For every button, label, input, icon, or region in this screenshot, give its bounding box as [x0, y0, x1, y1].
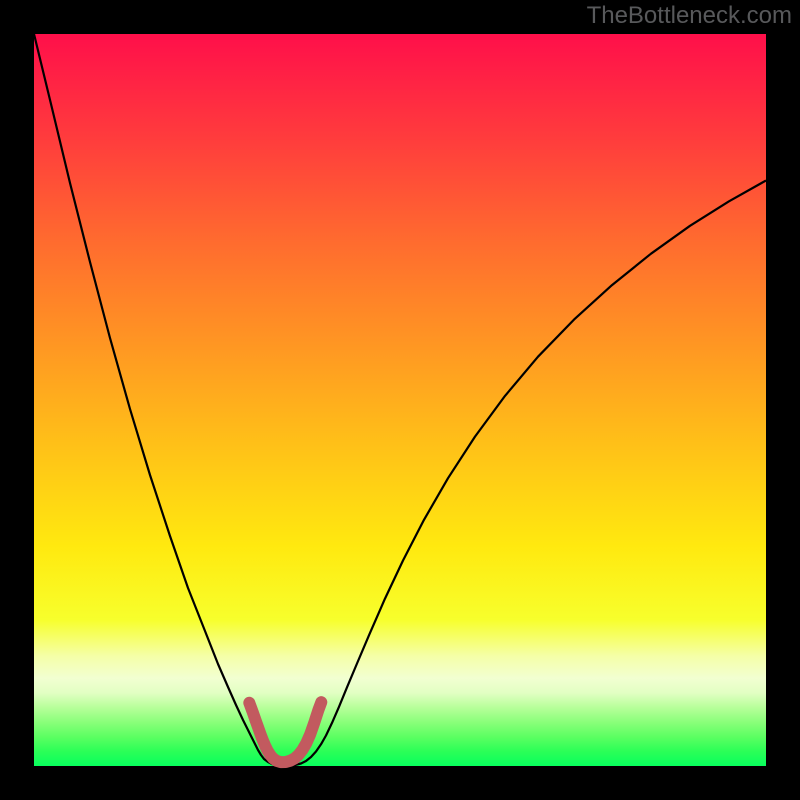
chart-canvas	[0, 0, 800, 800]
bottleneck-chart: TheBottleneck.com	[0, 0, 800, 800]
plot-background	[34, 34, 766, 766]
watermark-label: TheBottleneck.com	[587, 2, 792, 30]
